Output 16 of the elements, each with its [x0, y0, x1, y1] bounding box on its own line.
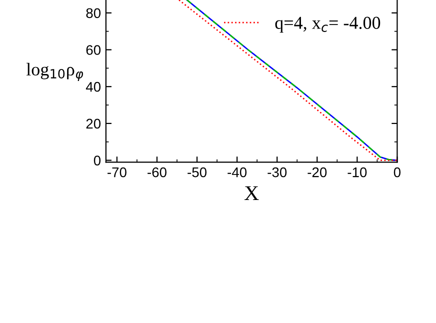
y-tick-label: 0 — [94, 156, 101, 166]
x-tick-label: -70 — [108, 167, 126, 178]
y-tick-label: 20 — [86, 118, 101, 129]
y-axis-title: log$_{10}$ρ$_{φ}$ — [26, 62, 84, 81]
x-tick-label: -10 — [348, 167, 367, 178]
y-tick-label: 80 — [86, 8, 101, 18]
x-axis-title: X — [244, 186, 259, 200]
x-tick-label: -20 — [308, 167, 327, 178]
x-tick-label: -30 — [268, 167, 287, 178]
x-tick-label: 0 — [394, 167, 401, 178]
y-tick-label: 60 — [86, 45, 101, 55]
x-tick-label: -50 — [188, 167, 207, 178]
x-tick-label: -40 — [228, 167, 247, 178]
x-tick-label: -60 — [148, 167, 166, 178]
y-tick-label: 40 — [86, 82, 101, 92]
legend-label: q=4, x$_{c}$= -4.00 — [275, 16, 380, 33]
